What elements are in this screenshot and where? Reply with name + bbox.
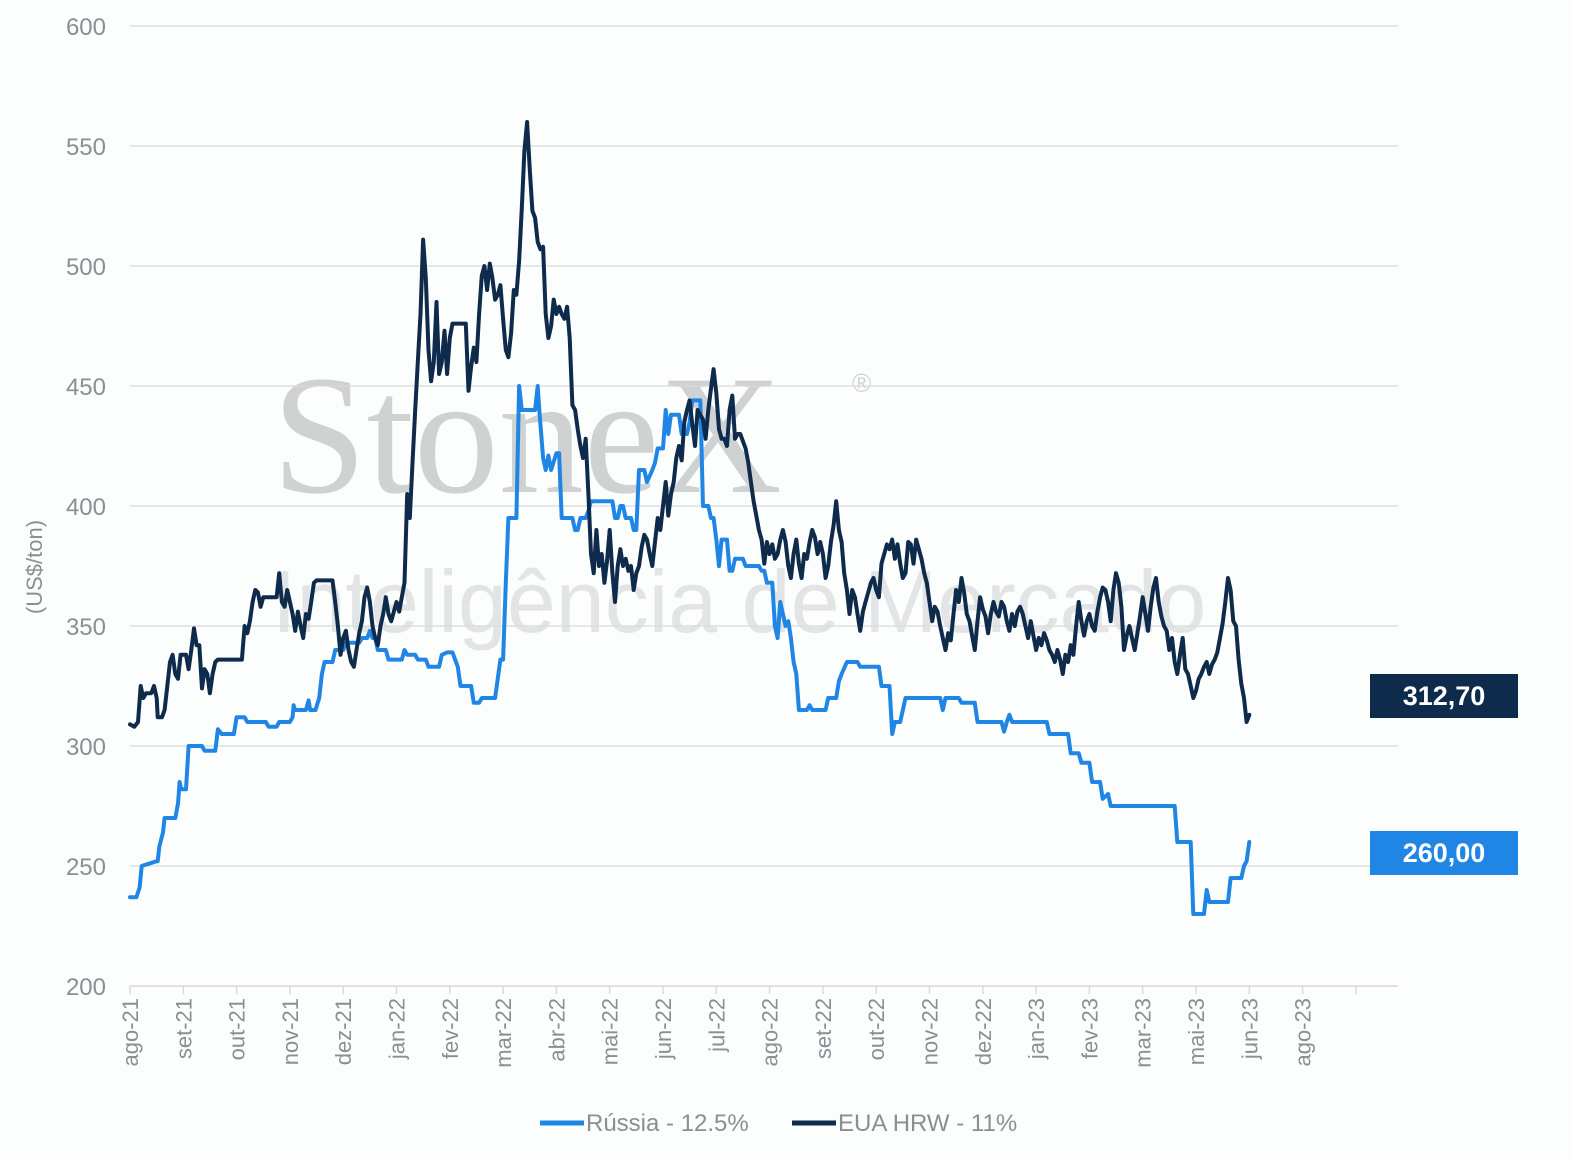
- y-tick-label: 350: [66, 614, 106, 641]
- x-tick-label: jul-22: [704, 998, 729, 1053]
- y-tick-label: 400: [66, 494, 106, 521]
- x-tick-label: dez-22: [971, 998, 996, 1065]
- y-tick-label: 450: [66, 374, 106, 401]
- x-tick-label: set-22: [811, 998, 836, 1059]
- x-axis-ticks: ago-21 set-21 out-21 nov-21 dez-21 jan-22 fev-…: [118, 985, 1398, 1068]
- x-tick-label: nov-22: [918, 998, 943, 1065]
- x-tick-label: dez-21: [331, 998, 356, 1065]
- y-tick-label: 300: [66, 734, 106, 761]
- x-tick-label: abr-22: [544, 998, 569, 1062]
- y-axis-ticks: 200 250 300 350 400 450 500 550 600: [66, 14, 106, 1001]
- x-tick-label: ago-21: [118, 998, 143, 1067]
- badge-russia-value: 260,00: [1403, 838, 1486, 868]
- x-tick-label: set-21: [171, 998, 196, 1059]
- badge-russia-background: [1370, 831, 1518, 875]
- x-tick-label: out-22: [864, 998, 889, 1060]
- x-tick-label: jun-22: [651, 998, 676, 1060]
- x-tick-label: mar-23: [1131, 998, 1156, 1068]
- badge-usa: 312,70: [1370, 674, 1518, 718]
- legend-label-russia: Rússia - 12.5%: [586, 1110, 749, 1137]
- y-tick-label: 550: [66, 134, 106, 161]
- y-axis-label: (US$/ton): [22, 520, 47, 614]
- y-tick-label: 600: [66, 14, 106, 41]
- gridlines: [130, 25, 1398, 987]
- x-tick-label: mai-23: [1184, 998, 1209, 1065]
- y-tick-label: 250: [66, 854, 106, 881]
- badge-russia: 260,00: [1370, 831, 1518, 875]
- x-tick-label: mai-22: [598, 998, 623, 1065]
- x-tick-label: fev-22: [438, 998, 463, 1059]
- watermark-registered: ®: [852, 368, 871, 398]
- y-tick-label: 200: [66, 974, 106, 1001]
- series-lines: [128, 120, 1252, 916]
- legend: Rússia - 12.5% EUA HRW - 11%: [540, 1110, 1017, 1137]
- y-tick-label: 500: [66, 254, 106, 281]
- x-tick-label: fev-23: [1077, 998, 1102, 1059]
- x-tick-label: mar-22: [491, 998, 516, 1068]
- x-tick-label: out-21: [225, 998, 250, 1060]
- series-line-usa: [128, 120, 1252, 729]
- legend-label-usa: EUA HRW - 11%: [838, 1110, 1017, 1137]
- x-tick-label: jun-23: [1237, 998, 1262, 1060]
- x-tick-label: jan-22: [385, 998, 410, 1060]
- x-tick-label: ago-23: [1291, 998, 1316, 1067]
- series-line-russia: [128, 384, 1252, 916]
- x-tick-label: jan-23: [1024, 998, 1049, 1060]
- badge-usa-background: [1370, 674, 1518, 718]
- badge-usa-value: 312,70: [1403, 681, 1486, 711]
- watermark-tagline: Inteligência de Mercado: [272, 552, 1206, 651]
- x-tick-label: ago-22: [758, 998, 783, 1067]
- x-tick-label: nov-21: [278, 998, 303, 1065]
